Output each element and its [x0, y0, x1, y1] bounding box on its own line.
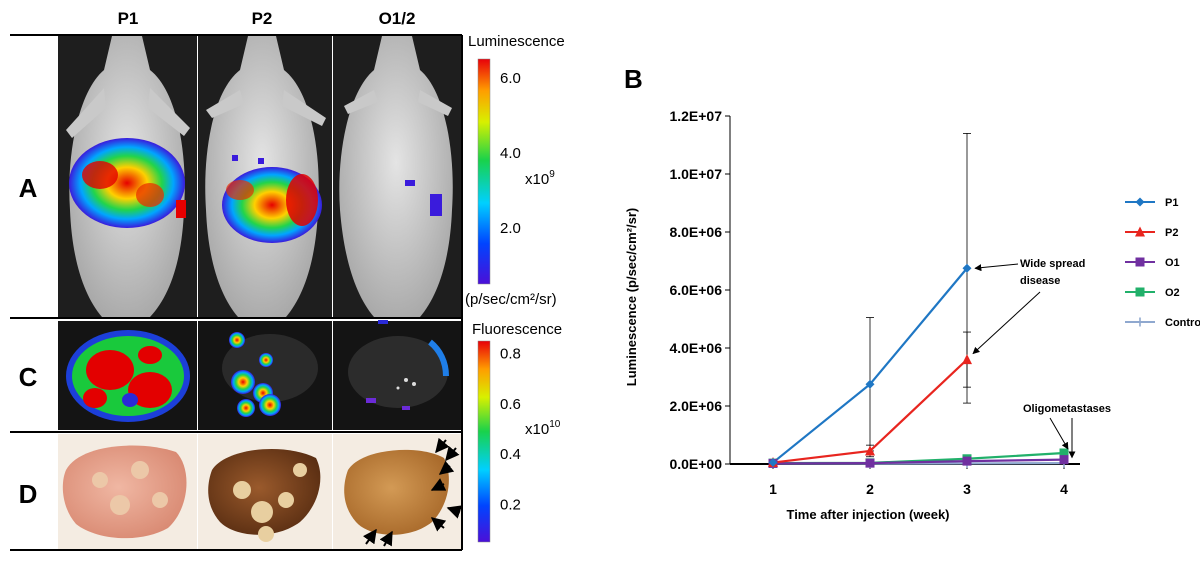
chart-ylabel: Luminescence (p/sec/cm²/sr) [624, 208, 639, 386]
data-point-p2 [865, 445, 875, 456]
legend-marker-o1 [1135, 257, 1145, 267]
chart-xlabel: Time after injection (week) [786, 507, 949, 522]
luminescence-tick-2: 2.0 [500, 220, 521, 237]
column-header-o12: O1/2 [379, 9, 416, 28]
y-tick-label: 8.0E+06 [669, 224, 722, 240]
data-point-o1 [1059, 455, 1069, 465]
data-point-o2 [1059, 448, 1069, 458]
legend-label-o2: O2 [1165, 287, 1180, 299]
fluorescence-tick-0-2: 0.2 [500, 496, 521, 513]
panel-letter-a: A [19, 173, 38, 203]
annotation-wide-spread-line2: disease [1020, 275, 1060, 287]
data-point-p1 [962, 263, 972, 273]
legend-label-p1: P1 [1165, 197, 1178, 209]
panel-letter-d: D [19, 479, 38, 509]
luminescence-line-chart: B Luminescence (p/sec/cm²/sr) Time after… [624, 64, 1200, 522]
left-image-panel: P1 P2 O1/2 A C D [10, 9, 565, 551]
legend-marker-p1 [1135, 197, 1145, 207]
x-tick-label: 2 [866, 481, 874, 497]
legend-label-control: Control [1165, 317, 1200, 329]
liver-photo-p2-organ [208, 448, 321, 542]
legend-marker-control [1135, 317, 1145, 327]
luminescence-units: (p/sec/cm²/sr) [465, 291, 557, 308]
mouse-silhouette-p2 [205, 36, 326, 317]
fluorescence-tick-0-8: 0.8 [500, 346, 521, 363]
x-tick-label: 4 [1060, 481, 1068, 497]
mouse-silhouette-o12 [339, 36, 453, 317]
fluorescence-liver-p1 [66, 330, 190, 422]
legend-label-p2: P2 [1165, 227, 1178, 239]
fluorescence-multiplier: x1010 [525, 419, 561, 438]
fluorescence-tick-0-4: 0.4 [500, 446, 521, 463]
annotation-oligometastases: Oligometastases [1023, 403, 1111, 459]
legend-marker-p2 [1135, 226, 1145, 237]
legend-label-o1: O1 [1165, 257, 1180, 269]
x-tick-label: 1 [769, 481, 777, 497]
luminescence-multiplier: x109 [525, 169, 555, 188]
annotation-arrow-to-p2 [972, 291, 1041, 355]
annotation-arrow-to-p1 [974, 263, 1019, 272]
panel-letter-b: B [624, 64, 643, 94]
y-tick-label: 1.0E+07 [669, 166, 722, 182]
column-header-p1: P1 [118, 9, 139, 28]
annotation-oligometastases-label: Oligometastases [1023, 403, 1111, 415]
y-tick-label: 4.0E+06 [669, 340, 722, 356]
y-tick-label: 1.2E+07 [669, 108, 722, 124]
fluorescence-scale: Fluorescence 0.8 0.6 0.4 0.2 x1010 [472, 321, 562, 543]
panel-letter-c: C [19, 362, 38, 392]
data-point-p1 [768, 458, 778, 468]
luminescence-title: Luminescence [468, 33, 565, 50]
luminescence-tick-4: 4.0 [500, 145, 521, 162]
fluorescence-colorbar [477, 340, 491, 543]
chart-legend: P1 P2 O1 O2 Control [1125, 197, 1200, 329]
fluorescence-tick-0-6: 0.6 [500, 396, 521, 413]
column-header-p2: P2 [252, 9, 273, 28]
luminescence-tick-6: 6.0 [500, 70, 521, 87]
data-point-p1 [865, 379, 875, 389]
data-point-o1 [865, 458, 875, 468]
annotation-arrow-to-o1 [1049, 417, 1069, 450]
luminescence-colorbar [477, 58, 491, 285]
liver-photo-p1-organ [62, 445, 187, 539]
series-line-o1 [772, 458, 1065, 465]
panel-frame [10, 34, 463, 551]
fluorescence-liver-p2 [222, 332, 318, 417]
fluorescence-liver-o12 [348, 320, 449, 410]
legend-marker-o2 [1135, 287, 1145, 297]
y-tick-label: 6.0E+06 [669, 282, 722, 298]
liver-photo-o12-organ [344, 437, 463, 547]
annotation-wide-spread: Wide spread disease [972, 258, 1085, 355]
luminescence-scale: Luminescence 6.0 4.0 2.0 x109 (p/sec/cm²… [465, 33, 565, 308]
x-tick-label: 3 [963, 481, 971, 497]
data-point-o1 [962, 456, 972, 466]
fluorescence-title: Fluorescence [472, 321, 562, 338]
y-tick-label: 0.0E+00 [669, 456, 722, 472]
annotation-wide-spread-line1: Wide spread [1020, 258, 1085, 270]
data-point-p2 [962, 354, 972, 365]
y-tick-label: 2.0E+06 [669, 398, 722, 414]
mouse-silhouette-p1 [66, 36, 190, 317]
